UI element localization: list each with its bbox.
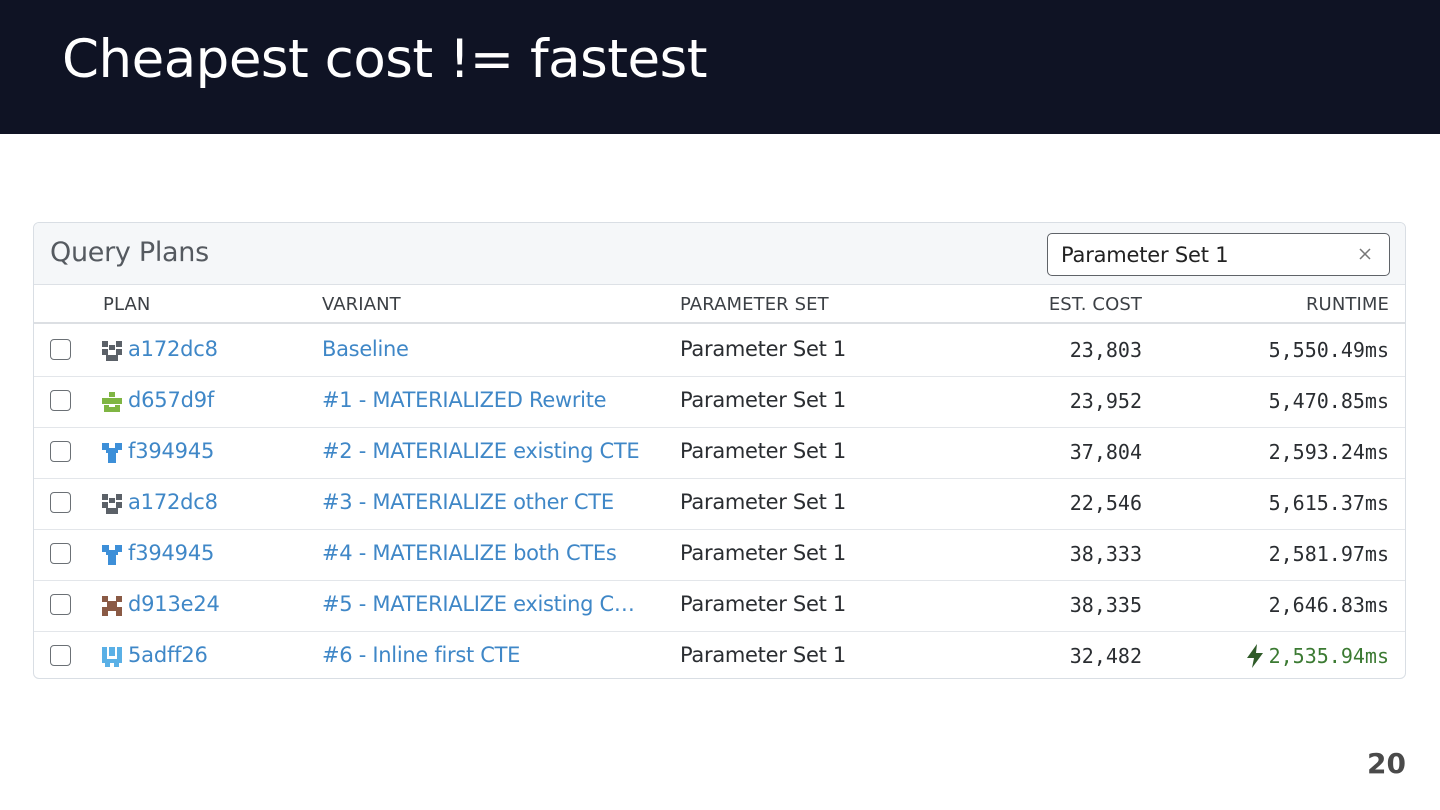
plan-link[interactable]: f394945 [128,439,215,463]
row-checkbox[interactable] [50,543,71,564]
variant-link[interactable]: #3 - MATERIALIZE other CTE [322,490,614,514]
plan-identicon-icon [102,443,122,463]
plan-link[interactable]: d657d9f [128,388,215,412]
slide-header: Cheapest cost != fastest [0,0,1440,134]
runtime-cell: 5,470.85ms [1268,389,1389,413]
runtime-cell: 5,615.37ms [1268,491,1389,515]
row-checkbox[interactable] [50,594,71,615]
parameter-set-cell: Parameter Set 1 [680,388,846,412]
row-checkbox[interactable] [50,390,71,411]
parameter-set-cell: Parameter Set 1 [680,643,846,667]
column-header-parameter-set[interactable]: PARAMETER SET [680,294,829,315]
parameter-set-cell: Parameter Set 1 [680,592,846,616]
close-icon[interactable] [1355,244,1375,264]
variant-link[interactable]: #1 - MATERIALIZED Rewrite [322,388,607,412]
plan-identicon-icon [102,545,122,565]
est-cost-cell: 23,952 [1069,389,1142,413]
table-row[interactable]: d913e24 #5 - MATERIALIZE existing CT… Para… [34,581,1405,632]
parameter-set-cell: Parameter Set 1 [680,337,846,361]
column-header-plan[interactable]: PLAN [103,294,151,315]
panel-title: Query Plans [50,237,209,268]
variant-link[interactable]: Baseline [322,337,409,361]
runtime-cell: 2,581.97ms [1268,542,1389,566]
variant-link[interactable]: #4 - MATERIALIZE both CTEs [322,541,617,565]
plan-link[interactable]: f394945 [128,541,215,565]
est-cost-cell: 22,546 [1069,491,1142,515]
column-header-variant[interactable]: VARIANT [322,294,401,315]
row-checkbox[interactable] [50,339,71,360]
slide-title: Cheapest cost != fastest [62,29,708,90]
row-checkbox[interactable] [50,441,71,462]
plan-identicon-icon [102,596,122,616]
row-checkbox[interactable] [50,645,71,666]
plan-link[interactable]: a172dc8 [128,490,218,514]
table-header: PLAN VARIANT PARAMETER SET EST. COST RUN… [34,285,1405,324]
row-checkbox[interactable] [50,492,71,513]
runtime-cell: 2,593.24ms [1268,440,1389,464]
parameter-set-cell: Parameter Set 1 [680,439,846,463]
plan-identicon-icon [102,341,122,361]
page-number: 20 [1367,747,1406,780]
parameter-set-cell: Parameter Set 1 [680,490,846,514]
parameter-set-cell: Parameter Set 1 [680,541,846,565]
column-header-runtime[interactable]: RUNTIME [1305,294,1389,315]
est-cost-cell: 32,482 [1069,644,1142,668]
table-row[interactable]: a172dc8 Baseline Parameter Set 1 23,803 5,55… [34,326,1405,377]
runtime-cell: 2,646.83ms [1268,593,1389,617]
plan-link[interactable]: a172dc8 [128,337,218,361]
runtime-cell: 2,535.94ms [1268,644,1389,668]
table-row[interactable]: f394945 #2 - MATERIALIZE existing CTE Para… [34,428,1405,479]
est-cost-cell: 38,333 [1069,542,1142,566]
variant-link[interactable]: #2 - MATERIALIZE existing CTE [322,439,640,463]
plan-link[interactable]: d913e24 [128,592,220,616]
column-header-est-cost[interactable]: EST. COST [1048,294,1142,315]
table-row[interactable]: 5adff26 #6 - Inline first CTE Parameter Se… [34,632,1405,678]
panel-header: Query Plans Parameter Set 1 [34,223,1405,285]
plan-identicon-icon [102,647,122,667]
est-cost-cell: 37,804 [1069,440,1142,464]
plan-identicon-icon [102,392,122,412]
runtime-cell: 5,550.49ms [1268,338,1389,362]
plan-link[interactable]: 5adff26 [128,643,208,667]
parameter-set-filter[interactable]: Parameter Set 1 [1047,233,1390,276]
query-plans-panel: Query Plans Parameter Set 1 PLAN VARIANT… [33,222,1406,679]
lightning-bolt-icon [1247,644,1263,668]
filter-value: Parameter Set 1 [1061,243,1229,267]
plan-identicon-icon [102,494,122,514]
variant-link[interactable]: #6 - Inline first CTE [322,643,521,667]
est-cost-cell: 23,803 [1069,338,1142,362]
est-cost-cell: 38,335 [1069,593,1142,617]
table-row[interactable]: a172dc8 #3 - MATERIALIZE other CTE Paramet… [34,479,1405,530]
table-row[interactable]: d657d9f #1 - MATERIALIZED Rewrite Paramete… [34,377,1405,428]
variant-link[interactable]: #5 - MATERIALIZE existing CT… [322,592,642,616]
table-row[interactable]: f394945 #4 - MATERIALIZE both CTEs Paramet… [34,530,1405,581]
